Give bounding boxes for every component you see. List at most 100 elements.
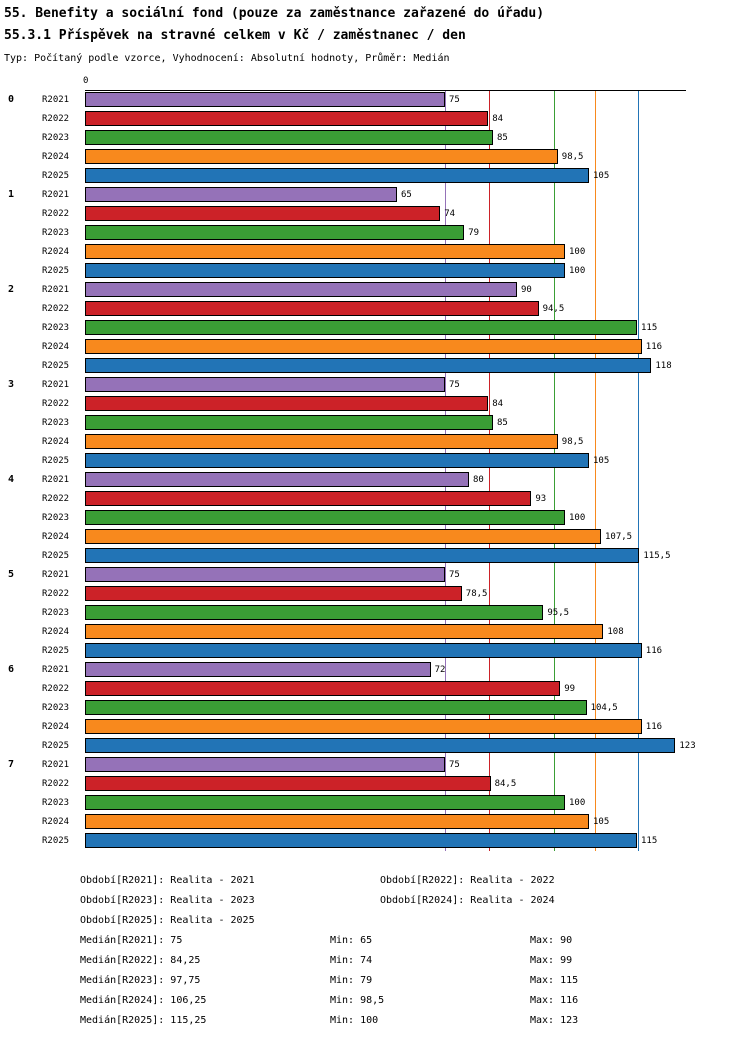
bar-r2025 <box>85 548 640 563</box>
legend: Období[R2021]: Realita - 2021 Období[R20… <box>80 874 740 927</box>
bar-row: R2025 100 <box>0 262 750 281</box>
bar-value-label: 80 <box>473 475 484 485</box>
series-label: R2021 <box>42 665 70 675</box>
bar-r2024 <box>85 339 642 354</box>
series-label: R2023 <box>42 703 70 713</box>
bar-value-label: 100 <box>569 266 586 276</box>
bar-value-label: 75 <box>449 760 460 770</box>
bar-value-label: 104,5 <box>590 703 618 713</box>
series-label: R2023 <box>42 323 70 333</box>
series-label: R2024 <box>42 722 70 732</box>
bar-r2021 <box>85 662 431 677</box>
x-axis-zero-label: 0 <box>83 76 89 86</box>
bar-value-label: 115,5 <box>643 551 671 561</box>
bar-value-label: 75 <box>449 570 460 580</box>
bar-row: R2024 100 <box>0 243 750 262</box>
chart-footer: Období[R2021]: Realita - 2021 Období[R20… <box>80 874 740 1027</box>
bar-value-label: 93 <box>535 494 547 504</box>
legend-item-r2022: Období[R2022]: Realita - 2022 <box>380 875 555 886</box>
series-label: R2025 <box>42 171 70 181</box>
bar-row: 6 R2021 72 <box>0 661 750 680</box>
bar-row: R2023 115 <box>0 319 750 338</box>
series-label: R2023 <box>42 798 70 808</box>
bar-row: R2022 74 <box>0 205 750 224</box>
bar-row: R2024 116 <box>0 338 750 357</box>
bar-r2021 <box>85 567 445 582</box>
bar-r2022 <box>85 776 491 791</box>
bar-value-label: 84 <box>492 399 504 409</box>
series-label: R2021 <box>42 190 70 200</box>
bar-r2023 <box>85 605 544 620</box>
stat-min-r2023: Min: 79 <box>330 975 373 986</box>
series-label: R2024 <box>42 627 70 637</box>
series-label: R2022 <box>42 114 70 124</box>
series-label: R2024 <box>42 437 70 447</box>
bar-r2025 <box>85 643 642 658</box>
bar-value-label: 115 <box>641 323 658 333</box>
bar-value-label: 116 <box>645 646 663 656</box>
bar-row: R2024 98,5 <box>0 148 750 167</box>
bar-value-label: 65 <box>401 190 412 200</box>
bar-row: R2022 94,5 <box>0 300 750 319</box>
median-line-r2024 <box>595 91 596 851</box>
bar-r2023 <box>85 700 587 715</box>
stat-median-r2024: Medián[R2024]: 106,25 <box>80 995 207 1006</box>
bar-row: 1 R2021 65 <box>0 186 750 205</box>
bar-row: R2023 100 <box>0 794 750 813</box>
series-label: R2021 <box>42 760 70 770</box>
bar-row: R2024 108 <box>0 623 750 642</box>
bar-r2023 <box>85 415 493 430</box>
bar-r2021 <box>85 187 397 202</box>
bar-value-label: 108 <box>607 627 624 637</box>
bar-value-label: 107,5 <box>605 532 633 542</box>
series-label: R2024 <box>42 247 70 257</box>
bar-value-label: 90 <box>521 285 532 295</box>
stat-max-r2022: Max: 99 <box>530 955 573 966</box>
chart-subtitle: Typ: Počítaný podle vzorce, Vyhodnocení:… <box>4 53 450 64</box>
bar-value-label: 115 <box>641 836 658 846</box>
bar-row: R2025 115 <box>0 832 750 851</box>
series-label: R2022 <box>42 494 70 504</box>
series-label: R2021 <box>42 475 70 485</box>
bar-r2024 <box>85 814 589 829</box>
bar-r2021 <box>85 377 445 392</box>
bar-row: R2022 84,5 <box>0 775 750 794</box>
series-label: R2023 <box>42 418 70 428</box>
series-label: R2022 <box>42 209 70 219</box>
stat-max-r2021: Max: 90 <box>530 935 573 946</box>
group-label: 0 <box>8 94 15 105</box>
median-line-r2023 <box>554 91 556 851</box>
bar-r2024 <box>85 149 558 164</box>
series-label: R2025 <box>42 836 70 846</box>
bar-value-label: 105 <box>593 171 610 181</box>
series-label: R2025 <box>42 646 70 656</box>
bar-value-label: 98,5 <box>561 152 584 162</box>
series-label: R2023 <box>42 228 70 238</box>
legend-item-r2025: Období[R2025]: Realita - 2025 <box>80 915 255 926</box>
legend-item-r2023: Období[R2023]: Realita - 2023 <box>80 895 255 906</box>
median-line-r2022 <box>489 91 491 851</box>
bar-row: R2023 95,5 <box>0 604 750 623</box>
series-label: R2021 <box>42 285 70 295</box>
bar-r2022 <box>85 301 539 316</box>
bar-chart: 0 0 R2021 75 R2022 84 R2023 85 R2024 98,5 R2025 10… <box>0 75 750 865</box>
bar-value-label: 78,5 <box>465 589 488 599</box>
bar-r2025 <box>85 453 589 468</box>
stats-table: Medián[R2021]: 75 Min: 65 Max: 90 Medián… <box>80 934 740 1027</box>
stat-max-r2024: Max: 116 <box>530 995 579 1006</box>
series-label: R2021 <box>42 570 70 580</box>
bar-r2024 <box>85 434 558 449</box>
bar-r2022 <box>85 586 462 601</box>
bar-value-label: 116 <box>645 722 663 732</box>
series-label: R2022 <box>42 399 70 409</box>
bar-r2025 <box>85 833 637 848</box>
bar-r2021 <box>85 757 445 772</box>
series-label: R2024 <box>42 532 70 542</box>
bar-r2023 <box>85 130 493 145</box>
bar-r2022 <box>85 491 532 506</box>
bar-row: R2025 123 <box>0 737 750 756</box>
bar-value-label: 99 <box>564 684 576 694</box>
series-label: R2023 <box>42 513 70 523</box>
median-line-r2025 <box>638 91 640 851</box>
bar-row: R2024 116 <box>0 718 750 737</box>
